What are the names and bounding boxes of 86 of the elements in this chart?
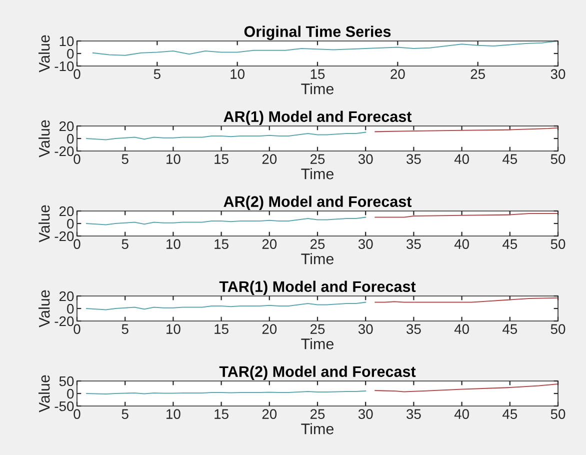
- x-axis-title: Time: [301, 423, 334, 434]
- y-tick-label: 20: [59, 206, 74, 216]
- x-tick-label: 35: [406, 239, 421, 249]
- x-tick-label: 20: [262, 239, 277, 249]
- y-tick-label: 20: [59, 121, 74, 132]
- x-tick-label: 20: [262, 409, 277, 419]
- line-series: [86, 216, 366, 226]
- y-axis-title: Value: [38, 290, 50, 328]
- x-axis-title: Time: [301, 83, 334, 94]
- y-tick-label: -20: [54, 231, 74, 242]
- x-tick-label: 40: [454, 324, 469, 334]
- y-tick-label: 20: [59, 291, 74, 302]
- x-tick-label: 15: [214, 154, 228, 164]
- x-tick-label: 25: [310, 409, 325, 419]
- y-tick-label: -20: [54, 316, 74, 326]
- x-tick-label: 35: [406, 324, 421, 334]
- chart-title: AR(2) Model and Forecast: [224, 196, 412, 210]
- x-tick-label: 0: [74, 324, 80, 334]
- x-tick-label: 10: [166, 154, 180, 164]
- x-tick-label: 5: [122, 324, 128, 334]
- x-tick-label: 15: [214, 324, 228, 334]
- x-tick-label: 0: [74, 409, 80, 419]
- x-tick-label: 40: [454, 239, 469, 249]
- x-tick-label: 10: [166, 239, 180, 249]
- x-tick-label: 25: [310, 154, 325, 164]
- x-tick-label: 40: [454, 154, 469, 164]
- x-tick-label: 20: [262, 324, 277, 334]
- x-tick-label: 30: [358, 239, 373, 249]
- line-series: [374, 383, 558, 392]
- y-tick-label: -50: [54, 401, 74, 412]
- x-tick-label: 35: [406, 154, 421, 164]
- y-axis-title: Value: [38, 205, 50, 242]
- x-tick-label: 5: [122, 154, 128, 164]
- x-tick-label: 15: [214, 239, 228, 249]
- x-axis-title: Time: [301, 168, 334, 180]
- x-tick-label: 5: [122, 239, 128, 249]
- x-tick-label: 20: [262, 154, 277, 164]
- y-tick-label: 50: [59, 376, 74, 386]
- chart-title: Original Time Series: [244, 26, 391, 40]
- x-tick-label: 0: [74, 154, 80, 164]
- line-series: [86, 302, 366, 310]
- x-tick-label: 30: [550, 69, 566, 79]
- line-series: [86, 132, 366, 140]
- x-tick-label: 10: [230, 69, 245, 79]
- x-axis-title: Time: [301, 253, 334, 264]
- y-tick-label: 0: [67, 48, 74, 59]
- x-tick-label: 10: [166, 409, 180, 419]
- chart-title: TAR(2) Model and Forecast: [219, 366, 416, 380]
- x-tick-label: 25: [470, 69, 485, 79]
- x-tick-label: 35: [406, 409, 421, 419]
- y-axis-title: Value: [38, 375, 50, 412]
- x-tick-label: 45: [502, 324, 518, 334]
- y-tick-label: 10: [60, 36, 74, 46]
- x-tick-label: 25: [310, 324, 325, 334]
- x-tick-label: 45: [502, 239, 518, 249]
- y-tick-label: 0: [67, 218, 74, 229]
- x-tick-label: 30: [358, 409, 373, 419]
- y-tick-label: 0: [67, 388, 74, 399]
- chart-title: AR(1) Model and Forecast: [224, 110, 412, 126]
- x-tick-label: 10: [166, 324, 180, 334]
- x-tick-label: 5: [154, 69, 160, 79]
- x-tick-label: 30: [358, 154, 373, 164]
- x-tick-label: 15: [310, 69, 325, 79]
- x-tick-label: 25: [310, 239, 325, 249]
- y-axis-title: Value: [38, 35, 50, 72]
- x-tick-label: 40: [454, 409, 469, 419]
- y-axis-title: Value: [38, 120, 50, 158]
- x-tick-label: 50: [550, 154, 566, 164]
- x-tick-label: 20: [390, 69, 405, 79]
- x-tick-label: 45: [502, 154, 518, 164]
- chart-title: TAR(1) Model and Forecast: [219, 280, 416, 296]
- y-tick-label: -10: [54, 61, 74, 72]
- x-tick-label: 45: [502, 409, 518, 419]
- x-tick-label: 50: [550, 409, 566, 419]
- x-tick-label: 50: [550, 239, 566, 249]
- x-tick-label: 15: [214, 409, 228, 419]
- x-tick-label: 0: [74, 239, 80, 249]
- y-tick-label: -20: [54, 146, 74, 156]
- y-tick-label: 0: [67, 134, 74, 144]
- x-tick-label: 0: [74, 69, 80, 79]
- x-tick-label: 5: [122, 409, 128, 419]
- x-tick-label: 50: [550, 324, 566, 334]
- x-tick-label: 30: [358, 324, 373, 334]
- line-series: [92, 41, 558, 56]
- x-axis-title: Time: [301, 338, 334, 350]
- y-tick-label: 0: [67, 304, 74, 314]
